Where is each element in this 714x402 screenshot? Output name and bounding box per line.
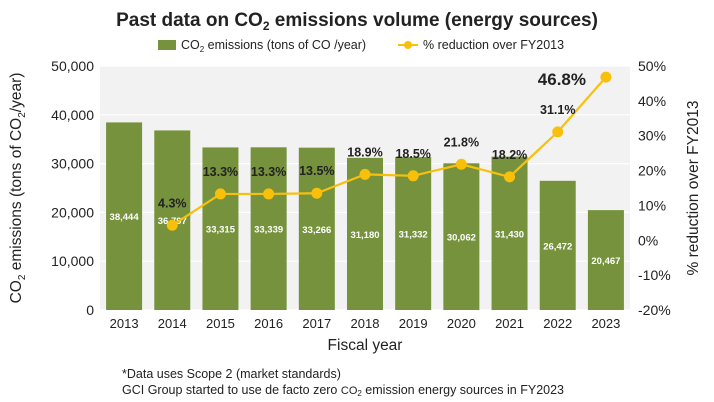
bar-value-label: 31,180	[350, 230, 379, 241]
bar	[587, 210, 624, 310]
y-left-tick-label: 10,000	[51, 253, 94, 269]
y-right-tick-label: -20%	[638, 302, 671, 318]
y-left-tick-label: 0	[86, 302, 94, 318]
x-tick-label: 2018	[351, 316, 380, 331]
line-value-label: 21.8%	[444, 135, 479, 149]
note-zero-energy: GCI Group started to use de facto zero C…	[122, 383, 565, 398]
x-tick-label: 2019	[399, 316, 428, 331]
bar-value-label: 31,332	[399, 230, 428, 241]
line-point	[504, 171, 516, 183]
line-point	[263, 188, 275, 200]
y-left-tick-label: 30,000	[51, 156, 94, 172]
bar	[298, 147, 335, 310]
line-value-label: 46.8%	[538, 70, 586, 89]
line-point	[166, 219, 178, 231]
bar-value-label: 30,062	[447, 233, 476, 244]
line-value-label: 18.2%	[492, 148, 527, 162]
x-tick-label: 2022	[543, 316, 572, 331]
y-right-tick-label: -10%	[638, 267, 671, 283]
legend-line-marker	[404, 41, 412, 49]
line-point	[214, 188, 226, 200]
bar-value-label: 20,467	[591, 256, 620, 267]
y-right-tick-label: 10%	[638, 197, 666, 213]
y-right-tick-label: 50%	[638, 58, 666, 74]
x-tick-label: 2023	[591, 316, 620, 331]
x-tick-label: 2021	[495, 316, 524, 331]
line-value-label: 31.1%	[540, 103, 575, 117]
bar-value-label: 26,472	[543, 241, 572, 252]
line-point	[600, 71, 612, 83]
bar-value-label: 31,430	[495, 229, 524, 240]
line-point	[455, 158, 467, 170]
bar	[443, 163, 480, 310]
x-tick-label: 2013	[110, 316, 139, 331]
bar	[250, 147, 287, 310]
bar	[539, 180, 576, 310]
x-tick-label: 2020	[447, 316, 476, 331]
bar-value-label: 33,315	[206, 225, 236, 236]
y-right-tick-label: 0%	[638, 232, 658, 248]
bar	[395, 157, 432, 310]
bar	[106, 122, 143, 310]
legend-bar-label: CO2 emissions (tons of CO /year)	[181, 38, 366, 54]
line-value-label: 13.5%	[299, 164, 334, 178]
emissions-chart: 38,44436,79733,31533,33933,26631,18031,3…	[8, 10, 702, 354]
line-value-label: 13.3%	[203, 165, 238, 179]
chart-title: Past data on CO2 emissions volume (energ…	[116, 10, 598, 33]
line-point	[311, 187, 323, 199]
line-value-label: 13.3%	[251, 165, 286, 179]
y-right-tick-label: 30%	[638, 128, 666, 144]
x-tick-label: 2017	[302, 316, 331, 331]
line-point	[407, 170, 419, 182]
y-left-tick-label: 50,000	[51, 58, 94, 74]
y-axis-right-label: % reduction over FY2013	[685, 101, 702, 276]
x-tick-label: 2016	[254, 316, 283, 331]
note-scope: *Data uses Scope 2 (market standards)	[122, 367, 341, 381]
line-point	[552, 126, 564, 138]
legend-line-label: % reduction over FY2013	[423, 38, 564, 52]
x-tick-label: 2014	[158, 316, 187, 331]
x-tick-label: 2015	[206, 316, 235, 331]
y-right-tick-label: 20%	[638, 163, 666, 179]
bar-value-label: 38,444	[110, 212, 140, 223]
bar-value-label: 33,339	[254, 225, 283, 236]
chart-notes: *Data uses Scope 2 (market standards) GC…	[122, 366, 564, 402]
bar	[202, 147, 239, 310]
y-left-tick-label: 20,000	[51, 204, 94, 220]
bar-value-label: 33,266	[302, 225, 331, 236]
line-value-label: 4.3%	[158, 196, 187, 210]
y-right-tick-label: 40%	[638, 93, 666, 109]
line-value-label: 18.9%	[347, 145, 382, 159]
reduction-line	[171, 76, 607, 227]
line-point	[359, 168, 371, 180]
legend-bar-swatch	[158, 40, 176, 50]
y-axis-left-label: CO2 emissions (tons of CO2/year)	[8, 73, 28, 304]
x-axis-label: Fiscal year	[328, 337, 403, 354]
line-value-label: 18.5%	[395, 147, 430, 161]
y-left-tick-label: 40,000	[51, 107, 94, 123]
bar	[347, 157, 383, 310]
